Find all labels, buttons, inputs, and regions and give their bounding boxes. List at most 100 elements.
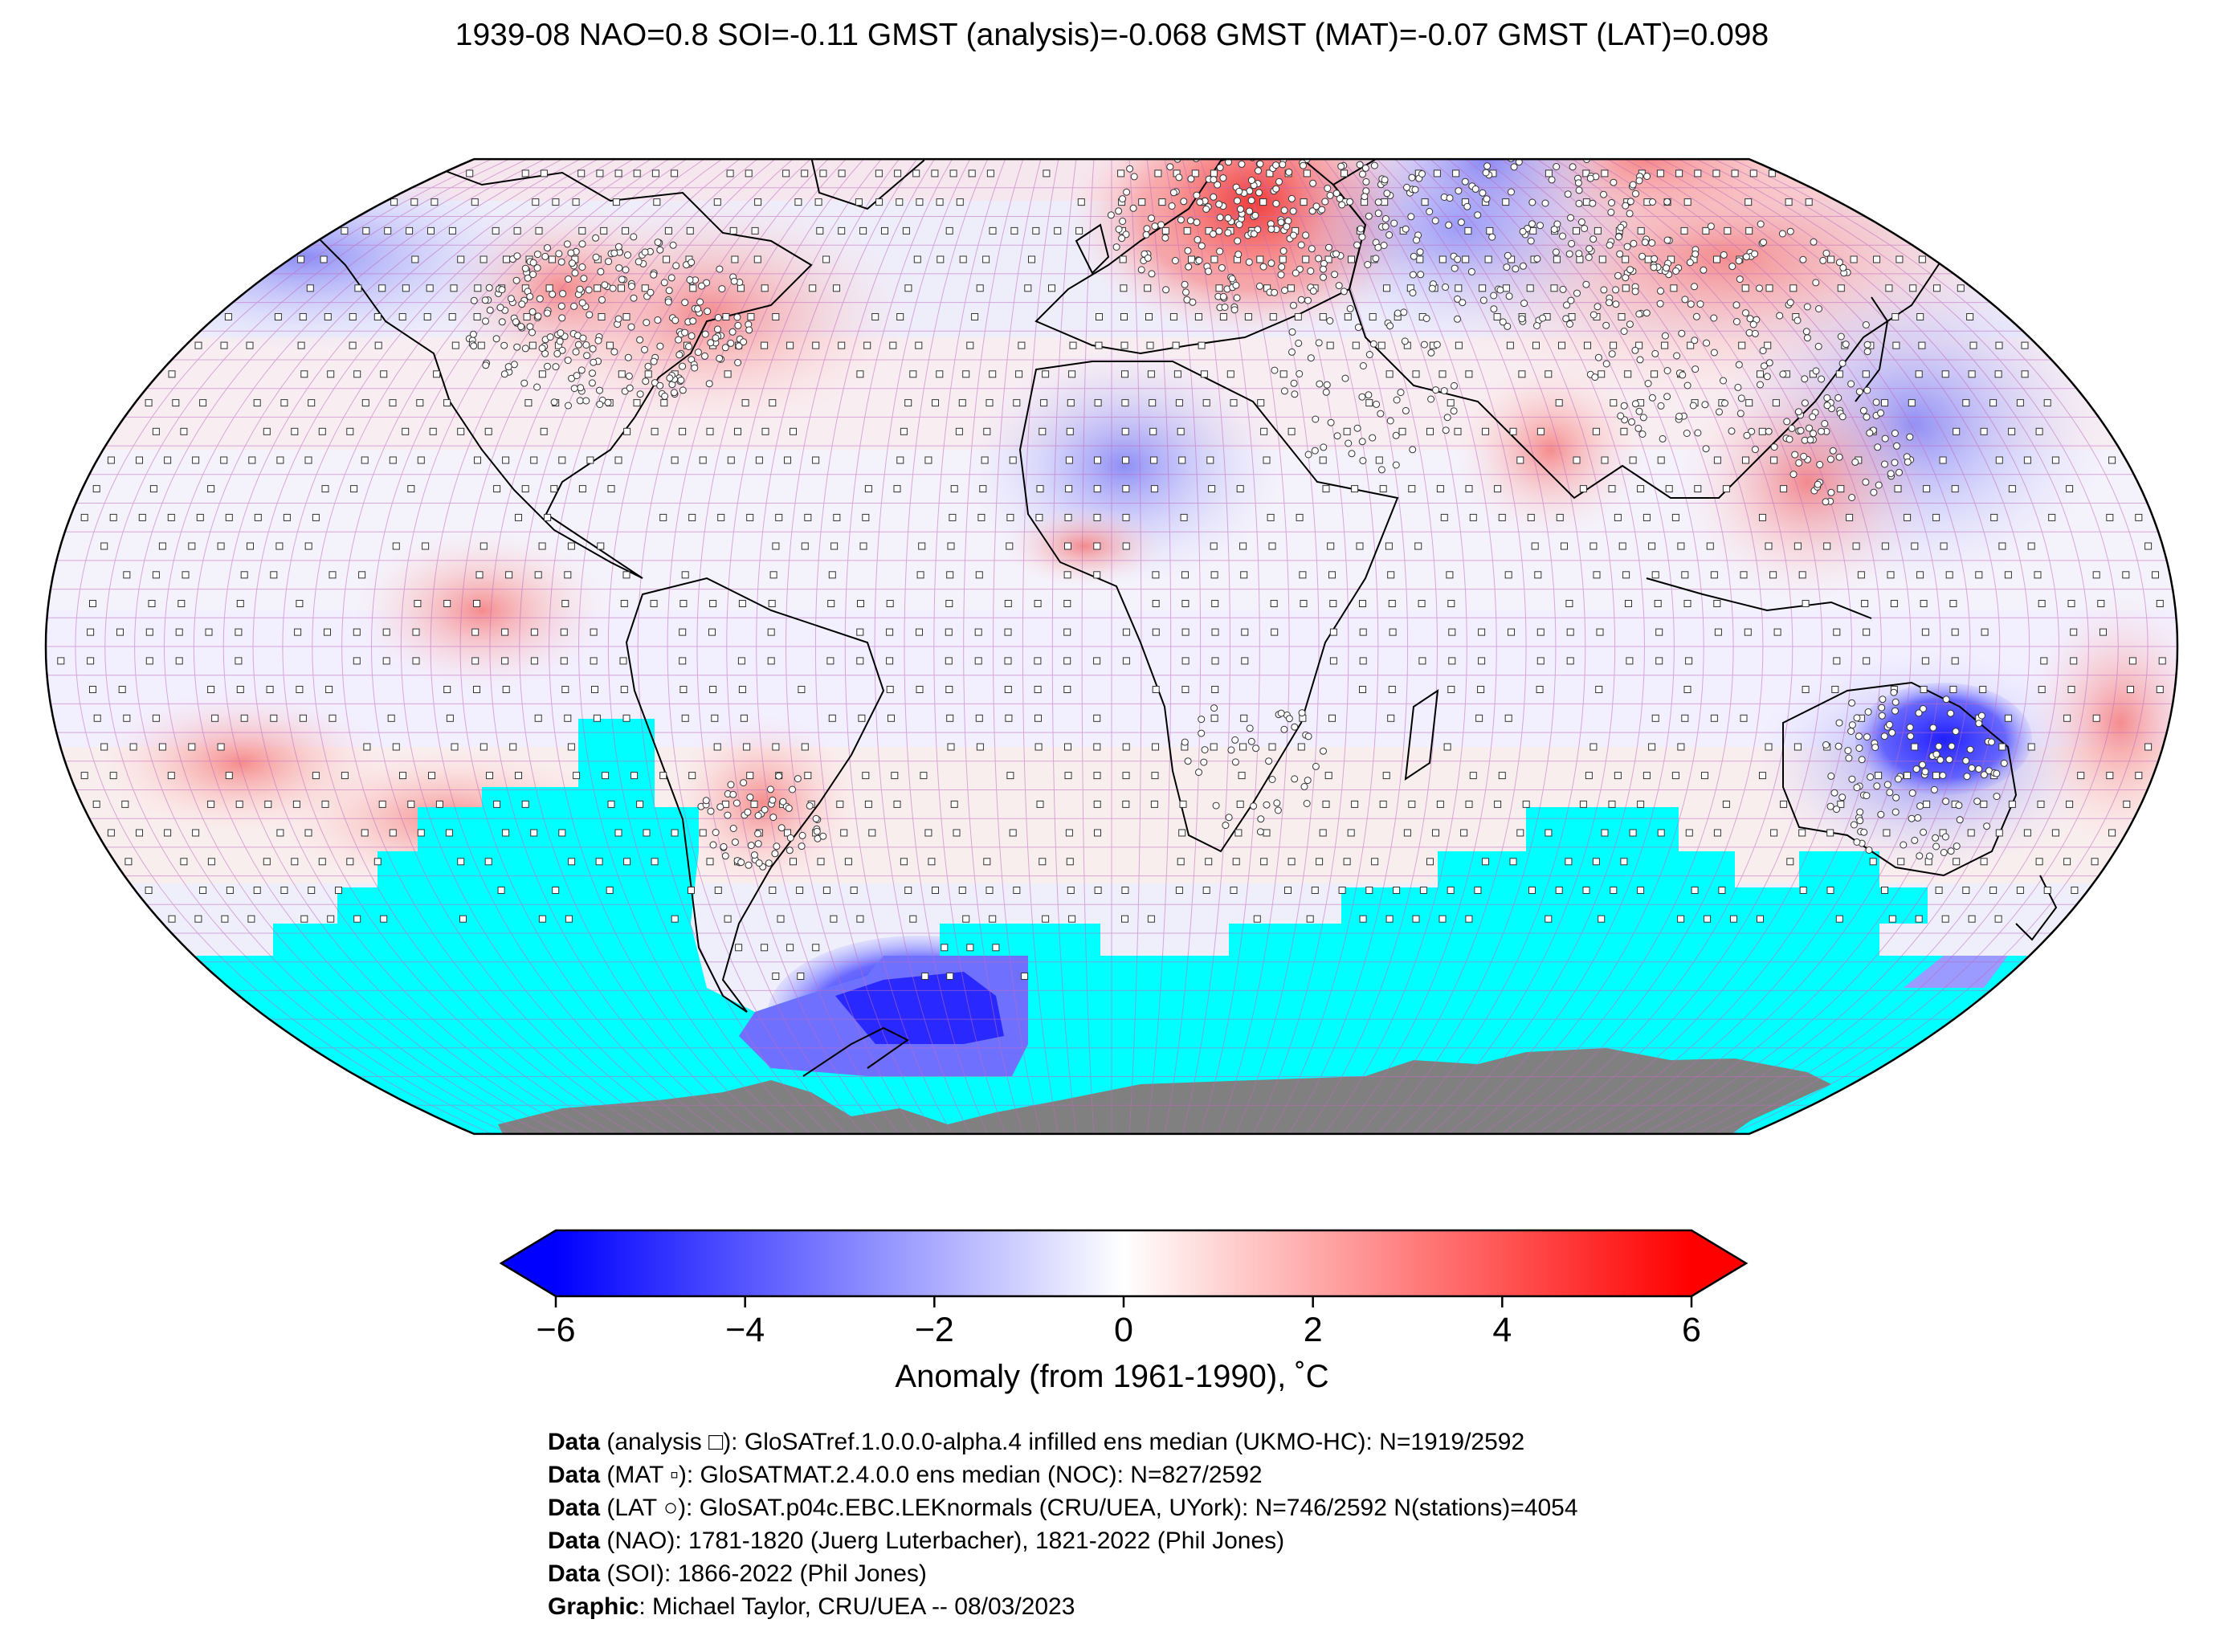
station-marker [1574, 179, 1582, 187]
grid-cell-marker [767, 628, 775, 636]
station-marker [691, 364, 699, 372]
station-marker [1863, 348, 1871, 356]
credit-text: (LAT ○): GloSAT.p04c.EBC.LEKnormals (CRU… [600, 1495, 1578, 1521]
station-marker [1866, 429, 1874, 437]
station-marker [1575, 199, 1583, 207]
station-marker [1161, 234, 1169, 242]
grid-cell-marker [772, 313, 780, 320]
station-marker [1973, 797, 1981, 806]
grid-cell-marker [1426, 858, 1434, 866]
station-marker [1638, 430, 1647, 438]
station-marker [1891, 808, 1900, 816]
grid-cell-marker [89, 600, 96, 607]
station-marker [704, 308, 712, 316]
station-marker [1377, 466, 1385, 474]
grid-cell-marker [350, 485, 358, 493]
grid-cell-marker [199, 887, 207, 894]
grid-cell-marker [1765, 743, 1773, 751]
grid-cell-marker [1740, 571, 1748, 579]
station-marker [1403, 183, 1410, 191]
grid-cell-marker [2123, 800, 2131, 808]
station-marker [1863, 792, 1871, 800]
grid-cell-marker [819, 169, 827, 177]
grid-cell-marker [1322, 485, 1330, 493]
grid-cell-marker [1994, 370, 2002, 378]
grid-cell-marker [1065, 829, 1073, 837]
station-marker [661, 392, 669, 400]
station-marker [1631, 288, 1639, 296]
grid-cell-marker [1710, 714, 1718, 722]
grid-cell-marker [1923, 485, 1931, 493]
station-marker [500, 341, 508, 349]
grid-cell-marker [158, 743, 166, 751]
grid-cell-marker [1594, 226, 1602, 235]
grid-cell-marker [1328, 714, 1336, 722]
station-marker [1872, 398, 1880, 406]
grid-cell-marker [1532, 341, 1540, 349]
grid-cell-marker [826, 657, 835, 665]
station-marker [734, 359, 742, 366]
map-outline [44, 157, 2179, 1136]
station-marker [1644, 380, 1652, 387]
grid-cell-marker [1980, 858, 1988, 866]
grid-cell-marker [1013, 887, 1021, 894]
grid-cell-marker [564, 714, 572, 722]
station-marker [1679, 371, 1687, 379]
station-marker [727, 339, 735, 347]
station-marker [1285, 168, 1293, 176]
grid-cell-marker [1620, 427, 1628, 435]
grid-cell-marker [1469, 513, 1477, 521]
grid-cell-marker [962, 915, 970, 923]
grid-cell-marker [1522, 800, 1530, 808]
station-marker [1623, 243, 1631, 251]
station-marker [1848, 699, 1856, 707]
grid-cell-marker [1436, 800, 1444, 808]
station-marker [1267, 259, 1275, 267]
station-marker [813, 827, 821, 835]
grid-cell-marker [976, 284, 984, 292]
grid-cell-marker [945, 600, 953, 607]
credit-key: Data [548, 1462, 601, 1488]
grid-cell-marker [651, 169, 659, 177]
station-marker [1312, 202, 1320, 210]
grid-cell-marker [521, 485, 529, 493]
grid-cell-marker [856, 657, 864, 665]
grid-cell-marker [540, 427, 548, 435]
station-marker [1115, 226, 1123, 233]
grid-cell-marker [644, 370, 652, 378]
grid-cell-marker [881, 226, 888, 235]
grid-cell-marker [361, 456, 369, 464]
grid-cell-marker [1584, 341, 1591, 349]
station-marker [1364, 261, 1372, 268]
station-marker [1632, 190, 1639, 198]
grid-cell-marker [247, 542, 254, 550]
station-marker [1732, 301, 1740, 309]
grid-cell-marker [1915, 370, 1923, 378]
station-marker [1789, 471, 1798, 479]
station-marker [1702, 445, 1710, 453]
grid-cell-marker [2067, 686, 2075, 693]
station-marker [1520, 300, 1528, 308]
grid-cell-marker [235, 628, 243, 636]
grid-cell-marker [1120, 284, 1128, 292]
station-marker [610, 249, 618, 257]
grid-cell-marker [1951, 657, 1959, 665]
station-marker [1291, 775, 1299, 783]
station-marker [1892, 793, 1900, 802]
grid-cell-marker [618, 284, 625, 292]
station-marker [578, 263, 586, 271]
station-marker [470, 342, 478, 350]
station-marker [709, 841, 717, 849]
grid-cell-marker [1348, 255, 1355, 263]
grid-cell-marker [1147, 915, 1155, 923]
grid-cell-marker [888, 714, 895, 722]
station-marker [1610, 178, 1618, 186]
station-marker [1539, 314, 1547, 322]
grid-cell-marker [1465, 485, 1473, 493]
grid-cell-marker [1006, 772, 1014, 780]
grid-cell-marker [1765, 284, 1773, 292]
grid-cell-marker [1941, 370, 1949, 378]
station-marker [1210, 193, 1218, 201]
station-marker [1761, 362, 1768, 370]
station-marker [1431, 217, 1439, 225]
